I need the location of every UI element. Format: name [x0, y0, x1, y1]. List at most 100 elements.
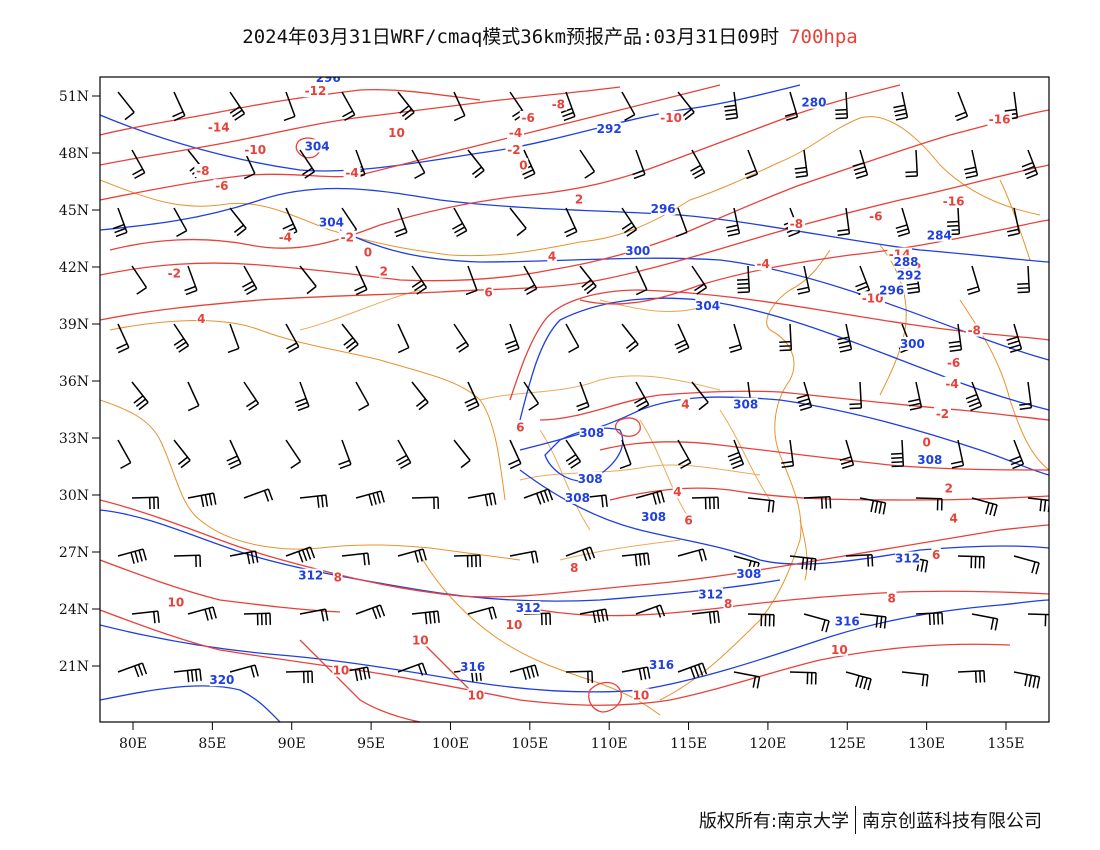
- contour-label-bg: [315, 77, 341, 84]
- lon-tick-label: 110E: [591, 736, 628, 752]
- wind-barb: [859, 497, 887, 515]
- wind-barb: [837, 207, 851, 237]
- lat-tick-label: 33N: [59, 431, 89, 447]
- contour-label: 0: [922, 436, 930, 450]
- contour-label: -4: [279, 231, 292, 245]
- contour-label: 8: [724, 597, 732, 611]
- wind-barb: [744, 149, 759, 180]
- wind-barb: [839, 439, 855, 469]
- wind-barb: [905, 149, 919, 178]
- contour-label-bg: [921, 435, 932, 449]
- wind-barb: [632, 149, 646, 180]
- temp-line-m: [100, 559, 1049, 617]
- contour-label-bg: [460, 659, 485, 673]
- contour-label: 0: [364, 246, 372, 260]
- company-text: 南京创蓝科技有限公司: [862, 811, 1042, 832]
- wind-barb: [173, 668, 202, 683]
- lon-tick-label: 95E: [357, 736, 385, 752]
- wind-barb: [789, 671, 817, 685]
- contour-label-bg: [579, 426, 604, 440]
- wind-barb: [1019, 381, 1033, 411]
- contour-label-bg: [242, 143, 268, 157]
- wind-barb: [227, 323, 240, 354]
- wind-barb: [733, 671, 761, 689]
- wind-barb: [966, 265, 981, 295]
- wind-barb: [971, 497, 998, 517]
- contour-label: 296: [316, 71, 341, 85]
- wind-barb: [285, 546, 316, 563]
- wind-barb: [852, 149, 869, 179]
- wind-barb: [467, 606, 497, 620]
- wind-barb: [728, 323, 743, 353]
- contour-label-bg: [515, 420, 526, 434]
- wind-barb: [901, 671, 929, 687]
- contour-label: -4: [945, 377, 958, 391]
- contour-label-bg: [196, 312, 207, 326]
- temp-line-d: [109, 84, 901, 251]
- wind-barb: [1006, 323, 1023, 353]
- contour-label-bg: [934, 407, 952, 421]
- wind-barb: [243, 612, 272, 626]
- contour-label-bg: [672, 485, 683, 499]
- wind-barb: [915, 497, 943, 511]
- map-frame: [99, 76, 1050, 723]
- contour-label-bg: [683, 513, 694, 527]
- contour-label-bg: [879, 283, 904, 297]
- wind-barb: [117, 91, 135, 121]
- contour-label-bg: [515, 601, 541, 614]
- wind-barb: [294, 381, 310, 412]
- wind-barb: [509, 664, 539, 680]
- wind-barb: [890, 439, 905, 468]
- wind-barb: [1009, 439, 1025, 470]
- wind-barb: [948, 323, 963, 353]
- contour-label-bg: [649, 658, 674, 671]
- contour-label-bg: [931, 547, 941, 561]
- contour-label: 2: [945, 481, 953, 495]
- contour-label: -8: [196, 164, 209, 178]
- contour-label-bg: [941, 194, 966, 208]
- tibet-boundary: [109, 320, 506, 501]
- wind-barb: [285, 323, 300, 354]
- contour-label-bg: [596, 122, 622, 136]
- wind-barb: [849, 381, 863, 410]
- height-line-292: [100, 84, 801, 172]
- temp-line-n: [100, 609, 1011, 706]
- contour-label: 4: [673, 485, 681, 499]
- wind-barb: [523, 265, 538, 296]
- temperature-contours: [100, 84, 1049, 722]
- contour-label: 316: [835, 614, 860, 628]
- contour-label: 308: [641, 510, 666, 524]
- height-line-300: [339, 229, 1049, 361]
- contour-label: 8: [888, 592, 896, 606]
- wind-barb: [964, 149, 979, 179]
- contour-label-bg: [411, 633, 429, 647]
- contour-label-bg: [387, 126, 405, 139]
- wind-barb: [747, 613, 775, 627]
- northern-border: [100, 116, 1041, 257]
- temp-line-l: [100, 499, 1049, 598]
- wind-barb: [131, 496, 160, 510]
- contour-label: 2: [380, 265, 388, 279]
- contour-label-bg: [569, 561, 580, 575]
- wind-barb: [341, 323, 359, 353]
- wind-barb: [895, 207, 911, 237]
- wind-barb: [971, 613, 999, 631]
- contour-label-bg: [332, 663, 350, 677]
- wind-barb: [635, 265, 648, 296]
- contour-label: -8: [968, 324, 981, 338]
- wind-barb: [229, 91, 246, 121]
- lat-tick-label: 48N: [59, 146, 89, 162]
- wind-barb: [621, 552, 650, 567]
- lon-tick-label: 125E: [829, 736, 866, 752]
- contour-label: 2: [575, 193, 583, 207]
- contour-label-bg: [948, 511, 959, 525]
- contour-label: 10: [333, 664, 350, 678]
- contour-label: 292: [897, 269, 922, 283]
- wind-barb: [803, 613, 830, 633]
- wind-barb: [691, 496, 720, 510]
- wind-barb: [908, 381, 923, 411]
- contour-label-bg: [754, 257, 772, 271]
- pressure-level: 700hpa: [789, 26, 858, 48]
- wind-barb: [508, 439, 522, 470]
- contour-label-bg: [830, 642, 848, 656]
